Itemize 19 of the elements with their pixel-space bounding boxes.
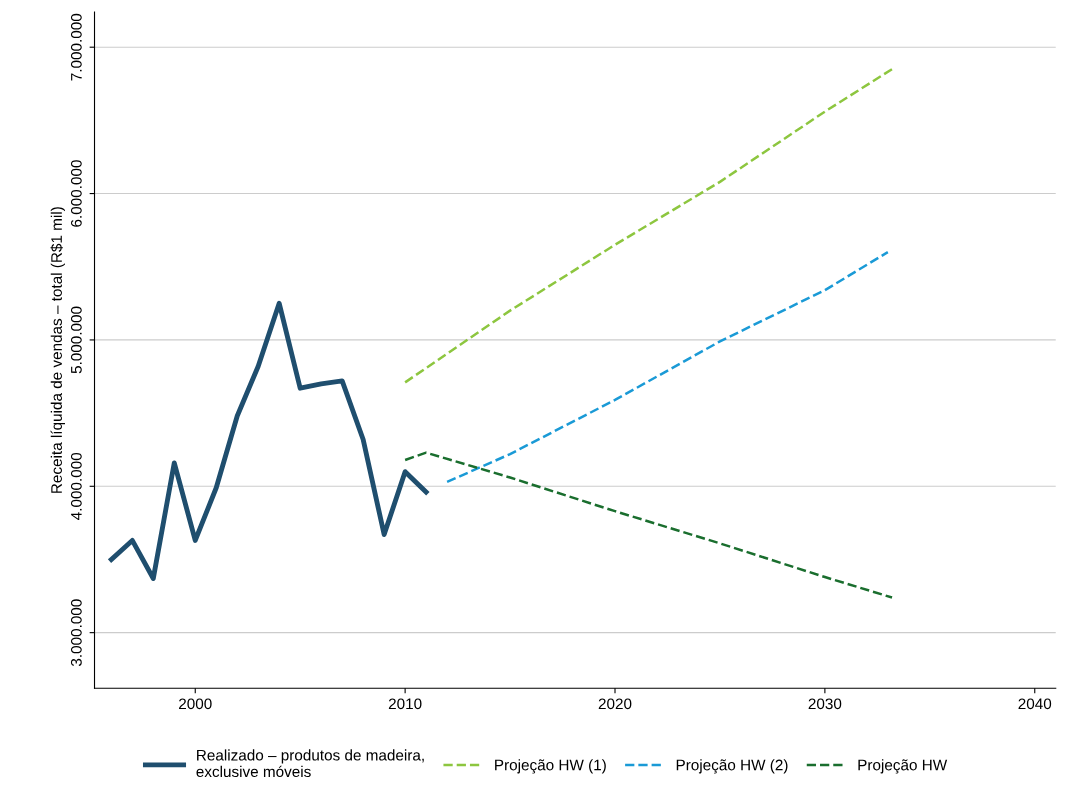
line-series <box>403 451 894 599</box>
line-series <box>445 250 890 484</box>
x-tick-label: 2010 <box>388 698 422 710</box>
legend-label: Projeção HW (1) <box>495 759 606 774</box>
line-series <box>403 67 894 384</box>
x-tick-label: 2030 <box>808 698 842 710</box>
x-tick-label: 2000 <box>179 698 212 710</box>
legend-label: Projeção HW <box>858 759 948 774</box>
y-tick-label: 6.000.000 <box>70 160 82 227</box>
line-series <box>108 300 429 581</box>
legend-label: Realizado – produtos de madeira, exclusive móveis <box>196 749 424 778</box>
legend-label: Projeção HW (2) <box>676 759 788 774</box>
y-tick-label: 3.000.000 <box>70 599 82 667</box>
y-axis-title: Receita líquida de vendas – total (R$1 mil) <box>50 207 65 493</box>
x-tick-label: 2020 <box>598 698 632 710</box>
y-tick-label: 5.000.000 <box>70 306 82 374</box>
y-tick-label: 4.000.000 <box>70 452 82 520</box>
y-tick-label: 7.000.000 <box>70 13 82 81</box>
x-tick-label: 2040 <box>1018 698 1052 710</box>
